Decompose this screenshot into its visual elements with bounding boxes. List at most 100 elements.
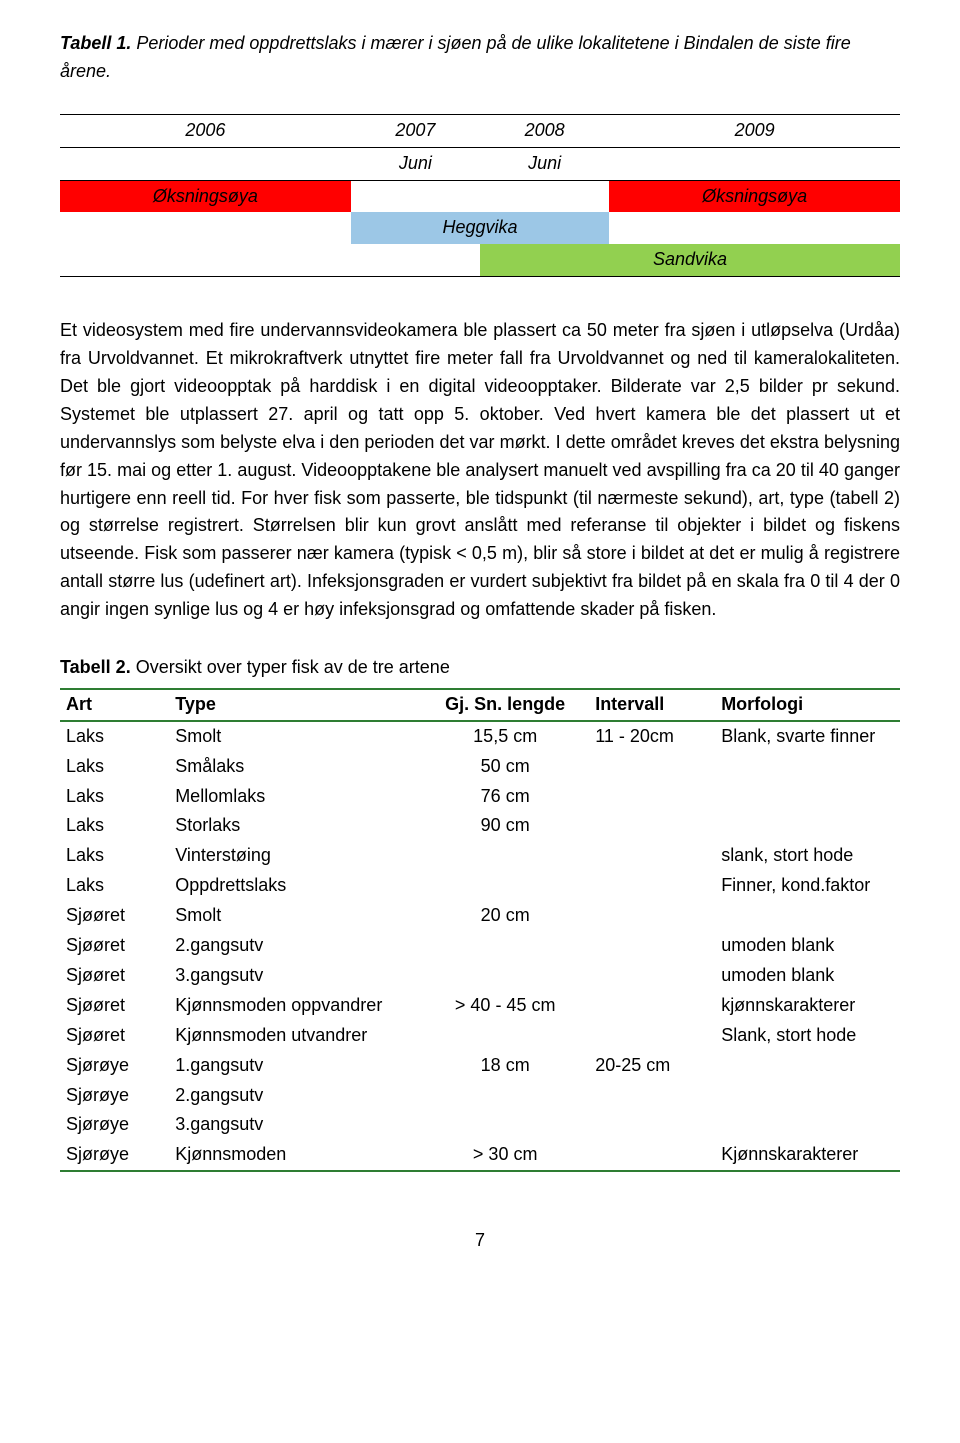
table1-subhead [60,147,351,180]
table2-cell: Sjøøret [60,991,169,1021]
table2-cell: 2.gangsutv [169,1081,421,1111]
table2-cell [715,901,900,931]
table2-cell: 76 cm [421,782,589,812]
table2-cell: 11 - 20cm [589,721,715,752]
table2-cell [715,782,900,812]
table-row: LaksVinterstøing slank, stort hode [60,841,900,871]
table-row: Sjørøye3.gangsutv [60,1110,900,1140]
table2-cell [589,811,715,841]
table2-cell [715,811,900,841]
table1-cell [351,244,480,276]
table2-cell [589,1110,715,1140]
table2-cell: Kjønnsmoden utvandrer [169,1021,421,1051]
table1-caption: Tabell 1. Perioder med oppdrettslaks i m… [60,30,900,86]
table1: 2006 2007 2008 2009 Juni Juni Øksningsøy… [60,114,900,277]
table1-cell [609,212,900,244]
table2-cell [589,961,715,991]
table1-year: 2009 [609,114,900,147]
page-number: 7 [60,1227,900,1255]
table2-cell: 20-25 cm [589,1051,715,1081]
table2-cell [589,1081,715,1111]
table2-cell: 20 cm [421,901,589,931]
table2-cell: 15,5 cm [421,721,589,752]
table2-cell [589,931,715,961]
table2-cell [421,961,589,991]
table-row: Sjørøye2.gangsutv [60,1081,900,1111]
table1-subhead: Juni [351,147,480,180]
table-row: SjøøretKjønnsmoden oppvandrer> 40 - 45 c… [60,991,900,1021]
table-row: Sjøøret2.gangsutvumoden blank [60,931,900,961]
table2-cell [715,752,900,782]
table2-cell: Smolt [169,721,421,752]
table2-cell: 18 cm [421,1051,589,1081]
table2-body: LaksSmolt15,5 cm11 - 20cmBlank, svarte f… [60,721,900,1171]
table-row: LaksStorlaks90 cm [60,811,900,841]
table2-col: Gj. Sn. lengde [421,689,589,721]
table2-cell [715,1081,900,1111]
table2-col: Intervall [589,689,715,721]
table2-cell: Laks [60,841,169,871]
table2-cell [421,1081,589,1111]
table2-cell: Vinterstøing [169,841,421,871]
table2-cell: Smålaks [169,752,421,782]
table2-cell: 3.gangsutv [169,1110,421,1140]
table2-caption: Tabell 2. Oversikt over typer fisk av de… [60,654,900,682]
table2-cell: Blank, svarte finner [715,721,900,752]
table2-cell [589,901,715,931]
table2-cell: Sjøøret [60,961,169,991]
table1-cell [351,180,480,212]
table2-cell: Slank, stort hode [715,1021,900,1051]
table2-cell [421,931,589,961]
table2-caption-text: Oversikt over typer fisk av de tre arten… [131,657,450,677]
table2-cell: Laks [60,752,169,782]
table2-cell: Kjønnsmoden [169,1140,421,1171]
table-row: LaksSmålaks50 cm [60,752,900,782]
table2-cell: > 40 - 45 cm [421,991,589,1021]
table2-col: Type [169,689,421,721]
table2-cell: Smolt [169,901,421,931]
body-paragraph: Et videosystem med fire undervannsvideok… [60,317,900,624]
table1-cell [480,180,609,212]
table1-label: Tabell 1. [60,33,131,53]
table2-cell: 50 cm [421,752,589,782]
table2-cell: Oppdrettslaks [169,871,421,901]
table-row: LaksMellomlaks76 cm [60,782,900,812]
table1-subhead-row: Juni Juni [60,147,900,180]
table2-cell: Sjørøye [60,1110,169,1140]
table2-cell: Sjørøye [60,1051,169,1081]
table2-cell: Laks [60,811,169,841]
table1-cell: Heggvika [351,212,610,244]
table2-cell: Kjønnskarakterer [715,1140,900,1171]
table2-cell [421,871,589,901]
table1-header-row: 2006 2007 2008 2009 [60,114,900,147]
table2-header-row: Art Type Gj. Sn. lengde Intervall Morfol… [60,689,900,721]
table2-cell: Kjønnsmoden oppvandrer [169,991,421,1021]
table2-cell [421,841,589,871]
table2: Art Type Gj. Sn. lengde Intervall Morfol… [60,688,900,1172]
table2-cell: Laks [60,782,169,812]
table2-cell [715,1110,900,1140]
table2-cell [589,991,715,1021]
table2-cell: Sjøøret [60,1021,169,1051]
table2-cell: 3.gangsutv [169,961,421,991]
table-row: LaksOppdrettslaksFinner, kond.faktor [60,871,900,901]
table2-cell: Sjøøret [60,931,169,961]
table1-cell [60,244,351,276]
table2-cell: 1.gangsutv [169,1051,421,1081]
table1-year: 2007 [351,114,480,147]
table1-row: Heggvika [60,212,900,244]
table1-year: 2008 [480,114,609,147]
table2-cell: kjønnskarakterer [715,991,900,1021]
table1-row: Sandvika [60,244,900,276]
table1-caption-text: Perioder med oppdrettslaks i mærer i sjø… [60,33,851,81]
table2-cell [421,1021,589,1051]
table1-subhead: Juni [480,147,609,180]
table-row: SjøøretKjønnsmoden utvandrer Slank, stort… [60,1021,900,1051]
table2-cell [589,752,715,782]
table2-cell: Sjørøye [60,1081,169,1111]
table2-col: Morfologi [715,689,900,721]
table2-cell: umoden blank [715,961,900,991]
table1-cell: Øksningsøya [609,180,900,212]
table1-subhead [609,147,900,180]
table2-cell: slank, stort hode [715,841,900,871]
